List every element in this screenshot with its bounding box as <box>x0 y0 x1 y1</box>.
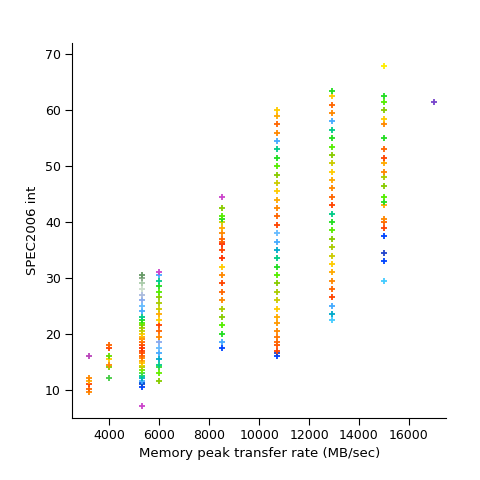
Y-axis label: SPEC2006 int: SPEC2006 int <box>26 186 39 275</box>
X-axis label: Memory peak transfer rate (MB/sec): Memory peak transfer rate (MB/sec) <box>139 447 380 460</box>
